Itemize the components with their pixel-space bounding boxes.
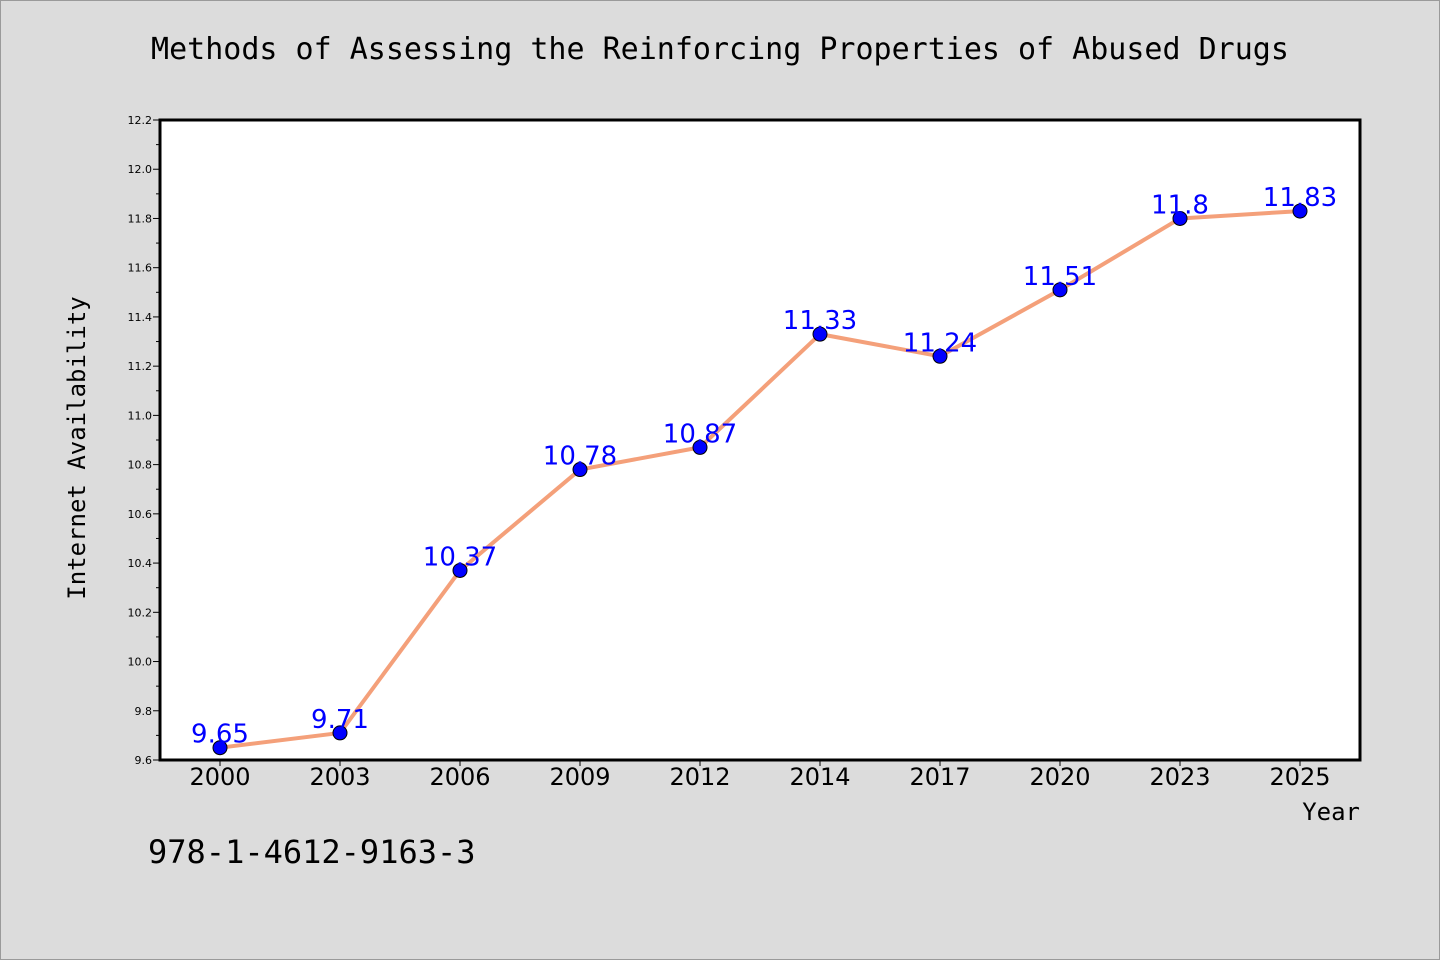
data-label: 11.83 bbox=[1263, 183, 1337, 213]
y-axis: 9.6 9.8 10.0 10.2 10.4 10.6 10.8 11.0 11.2 11.4 11… bbox=[128, 114, 160, 767]
data-label: 11.24 bbox=[903, 328, 977, 358]
data-label: 10.78 bbox=[543, 442, 617, 472]
y-tick-label: 10.8 bbox=[128, 459, 153, 472]
y-tick-label: 10.4 bbox=[128, 557, 153, 570]
y-tick-label: 12.0 bbox=[128, 163, 153, 176]
data-label: 11.51 bbox=[1023, 262, 1097, 292]
data-point bbox=[332, 725, 348, 741]
x-tick-label: 2000 bbox=[189, 763, 250, 791]
isbn-text: 978-1-4612-9163-3 bbox=[148, 833, 476, 871]
x-tick-label: 2025 bbox=[1269, 763, 1330, 791]
data-label: 11.33 bbox=[783, 306, 857, 336]
data-point bbox=[212, 740, 228, 756]
x-tick-label: 2020 bbox=[1029, 763, 1090, 791]
plot-area bbox=[160, 120, 1360, 760]
data-point bbox=[452, 562, 468, 578]
data-point bbox=[932, 348, 948, 364]
data-point bbox=[812, 326, 828, 342]
y-tick-label: 10.0 bbox=[128, 656, 153, 669]
series-group bbox=[212, 203, 1308, 756]
y-tick-label: 10.6 bbox=[128, 508, 153, 521]
data-point bbox=[1292, 203, 1308, 219]
x-tick-label: 2009 bbox=[549, 763, 610, 791]
x-tick-label: 2006 bbox=[429, 763, 490, 791]
y-axis-label: Internet Availability bbox=[63, 296, 91, 599]
data-point bbox=[572, 462, 588, 478]
y-tick-label: 11.6 bbox=[128, 262, 153, 275]
chart-title: Methods of Assessing the Reinforcing Pro… bbox=[151, 32, 1289, 67]
x-tick-label: 2012 bbox=[669, 763, 730, 791]
data-labels: 9.65 9.71 10.37 10.78 10.87 11.33 11.24 11.51 11… bbox=[191, 183, 1337, 750]
x-axis-label: Year bbox=[1302, 798, 1360, 826]
data-point bbox=[692, 439, 708, 455]
data-label: 9.65 bbox=[191, 720, 249, 750]
x-tick-label: 2003 bbox=[309, 763, 370, 791]
y-tick-label: 12.2 bbox=[128, 114, 153, 127]
x-axis: 2000 2003 2006 2009 2012 2014 2017 2020 2023 2025 bbox=[189, 760, 1331, 791]
y-tick-label: 11.2 bbox=[128, 360, 153, 373]
x-tick-label: 2014 bbox=[789, 763, 850, 791]
plot-border bbox=[158, 118, 1362, 762]
series-line bbox=[219, 209, 1301, 750]
y-tick-label: 9.8 bbox=[135, 705, 153, 718]
x-tick-label: 2023 bbox=[1149, 763, 1210, 791]
data-point bbox=[1172, 210, 1188, 226]
data-label: 9.71 bbox=[311, 705, 369, 735]
y-tick-label: 10.2 bbox=[128, 606, 153, 619]
data-label: 10.87 bbox=[663, 419, 737, 449]
y-tick-label: 11.0 bbox=[128, 409, 153, 422]
y-tick-label: 11.4 bbox=[128, 311, 153, 324]
y-tick-label: 9.6 bbox=[135, 754, 153, 767]
data-label: 11.8 bbox=[1151, 190, 1209, 220]
x-tick-label: 2017 bbox=[909, 763, 970, 791]
data-point bbox=[1052, 282, 1068, 298]
data-label: 10.37 bbox=[423, 542, 497, 572]
y-tick-label: 11.8 bbox=[128, 212, 153, 225]
